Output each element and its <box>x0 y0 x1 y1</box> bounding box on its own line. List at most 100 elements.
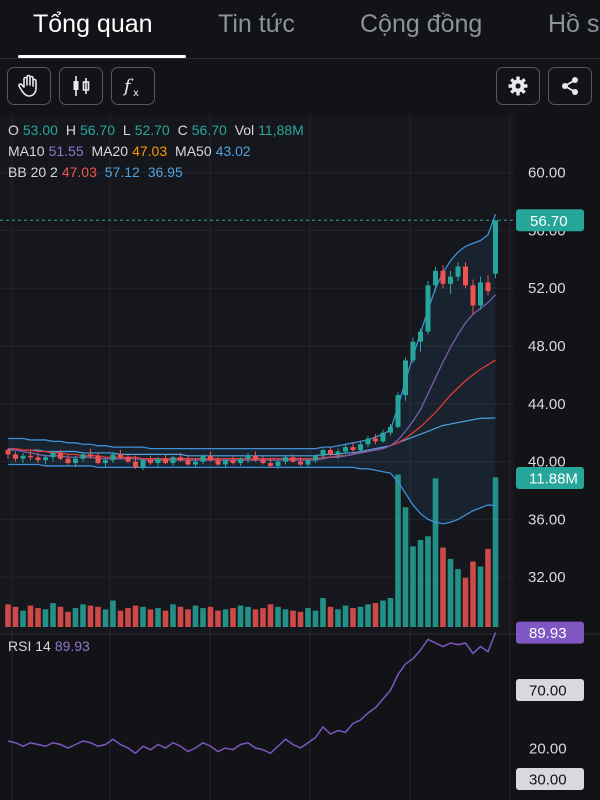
candle-body <box>133 461 138 468</box>
tab-community[interactable]: Cộng đồng <box>360 10 483 38</box>
drawing-tool-button[interactable] <box>7 67 51 105</box>
price-tick-label: 44.00 <box>528 396 566 413</box>
candle-body <box>148 460 153 464</box>
volume-bar <box>297 611 304 627</box>
ma10-value: 51.55 <box>48 143 84 159</box>
volume-bar <box>425 536 431 627</box>
tab-profile[interactable]: Hồ sơ <box>548 10 600 38</box>
volume-bar <box>95 606 101 627</box>
candle-body <box>320 450 326 456</box>
volume-bar <box>447 558 454 627</box>
candle-body <box>410 341 416 361</box>
candle-body <box>260 460 266 464</box>
low-value: 52.70 <box>134 122 170 138</box>
volume-bar <box>87 605 94 627</box>
high-value: 56.70 <box>79 122 115 138</box>
candle-body <box>365 438 371 445</box>
candlestick-icon <box>73 76 90 96</box>
last-volume-badge <box>516 467 584 489</box>
open-value: 53.00 <box>22 122 58 138</box>
price-tick-label: 48.00 <box>528 338 566 355</box>
candle-body <box>463 266 468 286</box>
candle-body <box>95 455 101 464</box>
volume-bar <box>327 606 334 627</box>
ma50-line <box>8 417 496 457</box>
candle-body <box>448 276 453 284</box>
ma10-label: MA10 <box>8 143 45 159</box>
function-icon: f x <box>122 76 139 99</box>
volume-bar <box>290 610 296 627</box>
volume-bar <box>12 606 19 627</box>
settings-button[interactable] <box>496 67 540 105</box>
rsi-legend: RSI 14 89.93 <box>8 638 94 654</box>
candle-body <box>178 457 183 461</box>
ma50-value: 43.02 <box>215 143 251 159</box>
candle-body <box>238 458 243 464</box>
candle-body <box>140 460 146 468</box>
candle-body <box>103 460 108 464</box>
volume-bar <box>80 604 86 627</box>
volume-bar <box>455 569 461 627</box>
ma20-label: MA20 <box>91 143 129 159</box>
candle-body <box>358 444 363 451</box>
bb-lower-line <box>8 463 496 525</box>
bb-label: BB 20 2 <box>8 164 58 180</box>
volume-bar <box>237 605 244 627</box>
chart-type-button[interactable] <box>59 67 103 105</box>
candle-body <box>290 457 296 462</box>
candle-body <box>380 432 386 442</box>
close-value: 56.70 <box>191 122 227 138</box>
candle-body <box>170 457 176 464</box>
volume-bar <box>275 606 281 627</box>
candle-body <box>253 455 258 461</box>
volume-bar <box>192 605 199 627</box>
share-button[interactable] <box>548 67 592 105</box>
candle-body <box>485 282 491 292</box>
volume-bar <box>57 606 64 627</box>
candle-body <box>433 270 438 286</box>
volume-bar <box>440 547 446 627</box>
candle-body <box>28 455 33 458</box>
candle-body <box>275 461 281 466</box>
candle-body <box>418 331 423 342</box>
volume-bar <box>432 478 439 627</box>
volume-bar <box>305 608 311 627</box>
volume-label: Vol <box>234 122 255 138</box>
volume-bar <box>230 608 236 627</box>
volume-bar <box>477 566 484 627</box>
candle-body <box>118 454 123 458</box>
volume-bar <box>462 577 469 627</box>
volume-bar <box>395 474 401 627</box>
candle-body <box>350 447 356 451</box>
volume-bar <box>200 608 206 627</box>
ma10-line <box>7 294 496 461</box>
volume-bar <box>50 603 56 627</box>
tab-news[interactable]: Tin tức <box>218 10 295 38</box>
candle-body <box>88 454 93 456</box>
tab-overview[interactable]: Tổng quan <box>33 10 153 38</box>
candle-body <box>215 460 221 465</box>
rsi-level-badge <box>516 768 584 790</box>
candle-body <box>223 460 228 465</box>
candle-body <box>20 455 26 459</box>
last-volume-label: 11.88M <box>529 471 578 488</box>
volume-bar <box>27 605 34 627</box>
candle-body <box>73 458 78 464</box>
candle-body <box>80 454 86 459</box>
candle-body <box>268 463 273 466</box>
candle-body <box>478 282 483 306</box>
ma20-value: 47.03 <box>132 143 168 159</box>
volume-bar <box>72 608 79 627</box>
candle-body <box>470 285 476 306</box>
price-tick-label: 60.00 <box>528 165 566 182</box>
volume-bar <box>402 507 409 627</box>
candle-body <box>313 455 318 461</box>
chart-toolbar: f x <box>0 58 600 114</box>
volume-bar <box>125 608 131 627</box>
candle-body <box>388 426 393 433</box>
volume-bar <box>215 610 221 627</box>
rsi-panel-bg <box>0 634 515 800</box>
indicators-button[interactable]: f x <box>111 67 155 105</box>
candle-body <box>110 454 116 461</box>
